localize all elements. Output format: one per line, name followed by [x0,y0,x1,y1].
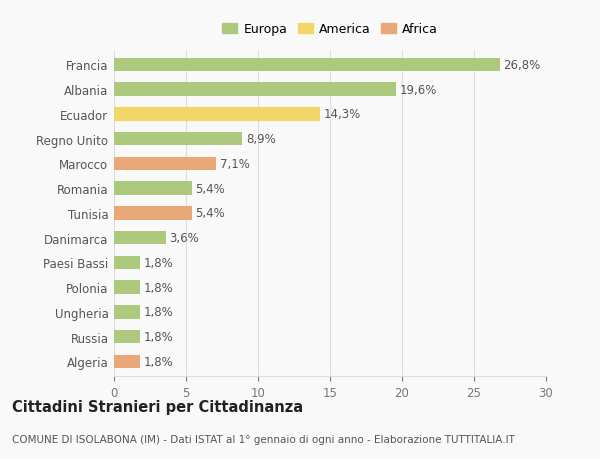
Legend: Europa, America, Africa: Europa, America, Africa [220,21,440,39]
Bar [114,108,320,122]
Bar [114,231,166,245]
Bar [114,256,140,269]
Bar [114,182,192,196]
Bar [114,355,140,369]
Text: 5,4%: 5,4% [196,182,225,195]
Text: 1,8%: 1,8% [143,306,173,319]
Text: 8,9%: 8,9% [246,133,275,146]
Bar [114,58,500,72]
Text: 19,6%: 19,6% [400,84,437,96]
Text: 26,8%: 26,8% [503,59,541,72]
Text: COMUNE DI ISOLABONA (IM) - Dati ISTAT al 1° gennaio di ogni anno - Elaborazione : COMUNE DI ISOLABONA (IM) - Dati ISTAT al… [12,434,515,444]
Bar [114,281,140,294]
Text: 1,8%: 1,8% [143,281,173,294]
Bar [114,305,140,319]
Bar [114,330,140,344]
Text: Cittadini Stranieri per Cittadinanza: Cittadini Stranieri per Cittadinanza [12,399,303,414]
Bar [114,83,396,97]
Text: 1,8%: 1,8% [143,330,173,343]
Bar [114,157,216,171]
Text: 3,6%: 3,6% [169,232,199,245]
Text: 1,8%: 1,8% [143,256,173,269]
Bar [114,207,192,220]
Text: 1,8%: 1,8% [143,355,173,368]
Text: 5,4%: 5,4% [196,207,225,220]
Text: 7,1%: 7,1% [220,157,250,171]
Bar [114,133,242,146]
Text: 14,3%: 14,3% [323,108,361,121]
